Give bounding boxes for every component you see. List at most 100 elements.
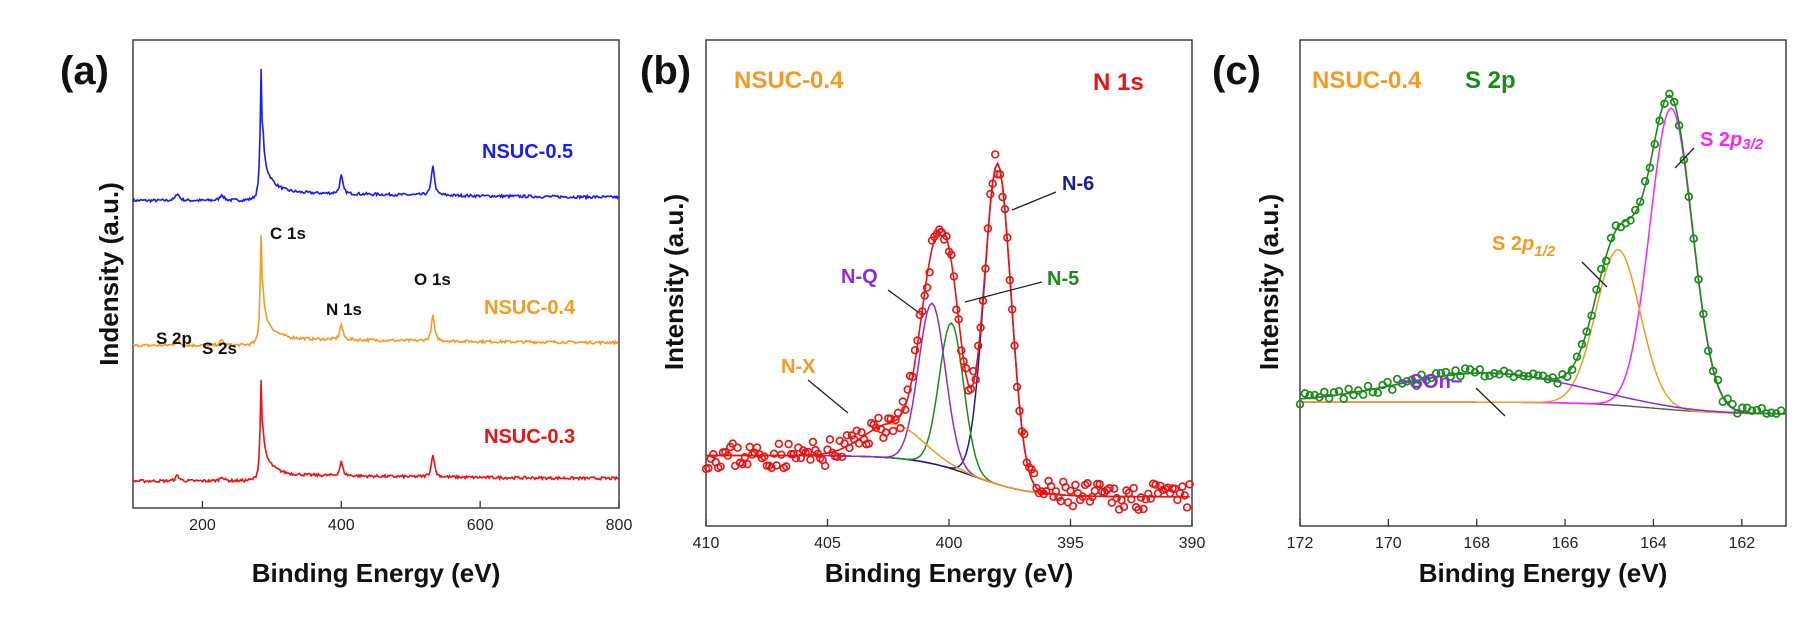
arrow-s2p32	[1674, 147, 1695, 169]
data-point	[1363, 381, 1373, 391]
panel-c-x-ticklabel-5: 162	[1728, 535, 1755, 552]
panel-b-plot	[701, 150, 1194, 514]
panel-c-ylabel: Intensity (a.u.)	[1254, 194, 1284, 370]
data-point	[1344, 384, 1353, 394]
data-point	[1665, 89, 1674, 99]
data-point	[1388, 385, 1397, 395]
data-point	[820, 461, 830, 471]
panel-a-x-ticklabel-0: 200	[189, 517, 216, 534]
data-point	[1146, 494, 1155, 503]
arrow-son	[1475, 387, 1506, 417]
data-point	[704, 464, 713, 473]
panel-a-ylabel: Indensity (a.u.)	[94, 182, 124, 365]
data-point	[925, 268, 934, 277]
data-point	[1182, 503, 1192, 512]
data-point	[1068, 501, 1078, 511]
data-point	[1417, 370, 1426, 380]
data-point	[1339, 394, 1348, 404]
data-point	[1185, 480, 1194, 489]
data-point	[966, 384, 976, 394]
data-point	[1178, 482, 1187, 491]
data-point	[1324, 394, 1334, 403]
data-point	[837, 452, 847, 462]
data-point	[969, 366, 978, 376]
data-point	[1046, 482, 1056, 491]
panel-b-region-label: N 1s	[1093, 69, 1144, 96]
data-point	[1037, 487, 1046, 496]
data-point	[772, 461, 781, 470]
data-point	[971, 375, 980, 384]
panel-b-label: (b)	[640, 49, 691, 93]
panel-b-ylabel: Intensity (a.u.)	[659, 194, 689, 370]
data-point	[1109, 484, 1119, 493]
data-point	[1295, 399, 1305, 409]
data-point	[986, 189, 995, 199]
data-point	[1180, 491, 1189, 500]
data-point	[1041, 487, 1051, 496]
peak-label-c1s: C 1s	[270, 224, 306, 243]
data-point	[1310, 390, 1319, 400]
panel-a: (a) 200 400 600 800 Binding Energy (eV) Ind…	[60, 39, 632, 588]
panel-b-xlabel: Binding Energy (eV)	[825, 558, 1073, 588]
data-point	[1548, 373, 1557, 382]
data-point	[1582, 327, 1591, 336]
data-point	[728, 439, 737, 448]
panel-c-x-ticklabel-0: 172	[1287, 535, 1314, 552]
peak-label-o1s: O 1s	[414, 270, 451, 289]
data-point	[990, 150, 1000, 159]
envelope-fit	[706, 161, 1190, 498]
data-point	[1095, 480, 1104, 489]
panel-c-xlabel: Binding Energy (eV)	[1419, 558, 1667, 588]
data-point	[922, 283, 932, 292]
data-point	[1669, 97, 1679, 107]
arrow-n6	[1011, 191, 1057, 211]
data-point	[1020, 429, 1029, 439]
data-point	[743, 460, 752, 469]
data-point	[910, 346, 920, 355]
arrow-n5	[964, 281, 1043, 303]
data-point	[1105, 484, 1114, 493]
data-point	[733, 443, 742, 452]
data-point	[1083, 479, 1092, 488]
label-nq: N-Q	[841, 266, 878, 288]
panel-b-x-ticklabel-4: 390	[1179, 535, 1206, 552]
panel-b-x-ticklabel-3: 395	[1057, 535, 1084, 552]
data-point	[1119, 502, 1129, 511]
data-point	[1412, 381, 1421, 391]
data-point	[709, 450, 718, 459]
series-line-nsuc-0-4	[132, 235, 619, 348]
data-point	[891, 415, 900, 425]
data-point	[1134, 505, 1143, 514]
panel-b-x-ticklabel-1: 405	[814, 535, 841, 552]
data-point	[1112, 494, 1121, 503]
data-point	[1392, 374, 1402, 384]
data-point	[1757, 403, 1766, 413]
arrow-nx	[807, 379, 849, 414]
panel-a-label: (a)	[60, 49, 109, 93]
data-point	[1300, 389, 1310, 398]
panel-c-x-ticklabel-4: 164	[1640, 535, 1667, 552]
panel-c-plot	[1295, 89, 1787, 418]
data-point	[825, 435, 835, 444]
panel-b-x-ticks: 410 405 400 395 390	[693, 519, 1206, 552]
label-n5: N-5	[1047, 268, 1079, 290]
data-point	[1533, 371, 1543, 380]
panel-c-region-label: S 2p	[1465, 67, 1516, 94]
data-point	[774, 439, 784, 449]
panel-a-xlabel: Binding Energy (eV)	[252, 558, 500, 588]
data-point	[998, 192, 1007, 202]
label-s2p32: S 2p3/2	[1700, 129, 1764, 153]
data-point	[1407, 375, 1417, 384]
panel-b-x-ticklabel-2: 400	[936, 535, 963, 552]
panel-a-series	[132, 68, 620, 484]
panel-c-label: (c)	[1212, 49, 1261, 93]
data-point	[784, 439, 793, 449]
panel-a-frame	[132, 39, 620, 509]
data-point	[1129, 483, 1138, 493]
data-point	[781, 462, 791, 471]
data-point	[740, 453, 750, 462]
data-point	[777, 450, 786, 459]
arrow-s2p12	[1581, 261, 1608, 288]
envelope-fit	[1299, 94, 1787, 415]
